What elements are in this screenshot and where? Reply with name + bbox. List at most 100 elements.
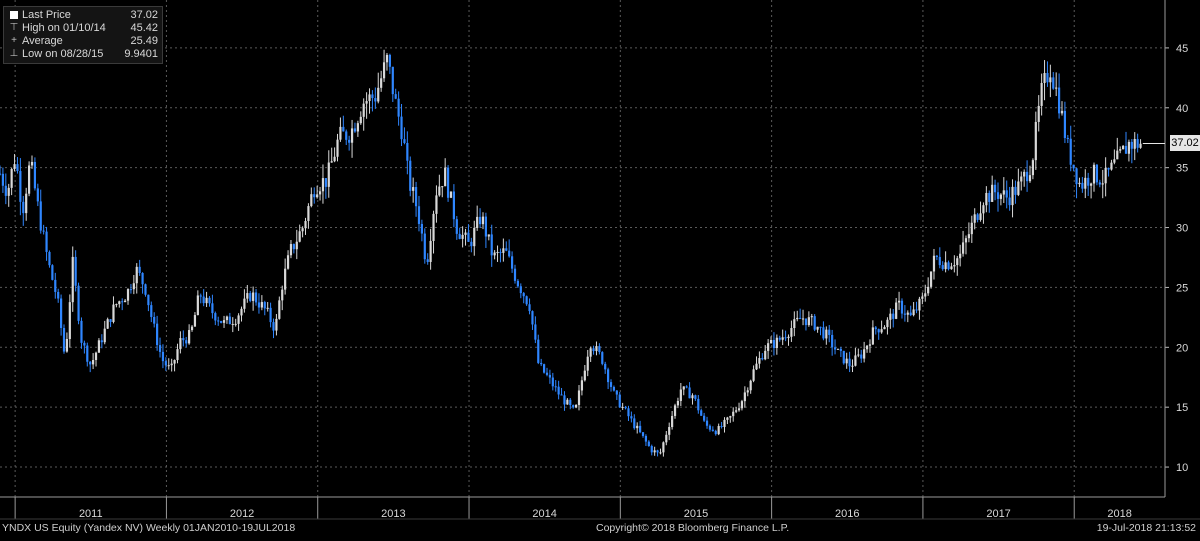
candle-body [758,358,761,364]
candle-body [993,184,997,193]
candle-body [609,382,613,387]
candle-body [1072,164,1075,169]
candle-body [403,139,406,143]
candle-body [537,339,540,363]
candle-body [577,390,581,405]
candle-body [1,173,5,186]
legend-avg-label: Average [22,35,63,47]
candle-body [126,289,130,301]
candle-body [400,116,403,140]
candle-body [60,298,63,329]
candle-body [999,194,1002,199]
legend-average: + Average 25.49 [8,35,158,48]
low-marker-icon: ⊥ [9,48,19,59]
candle-body [755,363,758,370]
legend-low: ⊥ Low on 08/28/15 9.9401 [8,48,158,61]
candle-body [269,307,272,323]
candle-body [1116,150,1119,160]
candle-body [452,191,455,220]
candle-body [799,317,802,319]
candle-body [580,380,584,391]
candle-body [39,201,42,231]
candle-body [446,167,450,198]
candle-body [406,142,409,161]
candle-body [732,411,735,417]
candle-body [1002,190,1005,195]
candle-body [458,233,461,239]
candle-body [263,302,266,309]
candle-body [889,313,892,320]
candle-body [473,227,476,247]
candle-body [153,316,156,324]
candle-body [377,87,380,102]
candle-body [313,194,316,198]
candle-body [391,66,394,95]
candle-body [225,316,229,321]
candle-body [464,232,467,235]
candle-body [929,271,933,287]
candle-body [409,160,412,191]
candle-body [737,408,741,411]
candle-body [449,191,453,198]
candle-body [211,303,214,314]
candle-body [188,330,191,344]
candle-body [1139,143,1142,148]
candle-body [708,425,712,430]
candle-body [414,187,418,207]
candle-body [106,319,109,329]
candle-body [961,242,965,254]
candle-body [560,394,563,396]
candle-body [845,358,848,364]
candle-body [71,256,74,303]
candle-body [1089,183,1093,186]
candle-body [927,286,930,294]
candle-body [438,186,441,196]
footer-security-info: YNDX US Equity (Yandex NV) Weekly 01JAN2… [2,522,296,534]
candle-body [397,98,400,117]
legend-last-price: Last Price 37.02 [8,9,158,22]
chart-legend: Last Price 37.02 ⊤ High on 01/10/14 45.4… [3,6,163,64]
candle-body [979,213,982,220]
candle-body [665,434,668,443]
candle-body [65,338,69,352]
candle-body [25,193,28,214]
candle-body [513,268,517,281]
candle-body [388,54,391,67]
candle-body [94,352,98,361]
candle-body [1130,141,1133,149]
candle-body [121,301,124,303]
candle-body [115,304,118,306]
candle-body [740,401,744,409]
candle-body [394,94,397,99]
candle-body [74,256,77,286]
candle-body [877,329,880,333]
candle-body [831,334,834,348]
candle-body [135,266,138,284]
candle-body [16,164,19,172]
candle-body [109,319,112,322]
candle-body [540,362,543,365]
candle-body [621,406,624,408]
candle-body [350,128,354,143]
candle-body [787,336,790,339]
candle-body [1119,149,1122,151]
x-tick-label: 2017 [986,508,1010,520]
candle-body [161,351,165,362]
chart-footer: YNDX US Equity (Yandex NV) Weekly 01JAN2… [0,522,1200,536]
candle-body [179,338,182,350]
candle-body [33,161,37,189]
candle-body [374,98,377,102]
candle-body [243,298,246,309]
legend-high-value: 45.42 [130,22,158,34]
candle-body [1046,73,1049,83]
candle-body [959,253,962,259]
candle-body [743,392,746,402]
candle-body [417,206,421,224]
candle-body [749,380,752,391]
candle-body [833,347,837,350]
candle-body [953,265,956,267]
candle-body [574,404,578,408]
y-tick-label: 10 [1176,462,1188,474]
candle-body [729,416,732,418]
candle-body [333,156,336,162]
